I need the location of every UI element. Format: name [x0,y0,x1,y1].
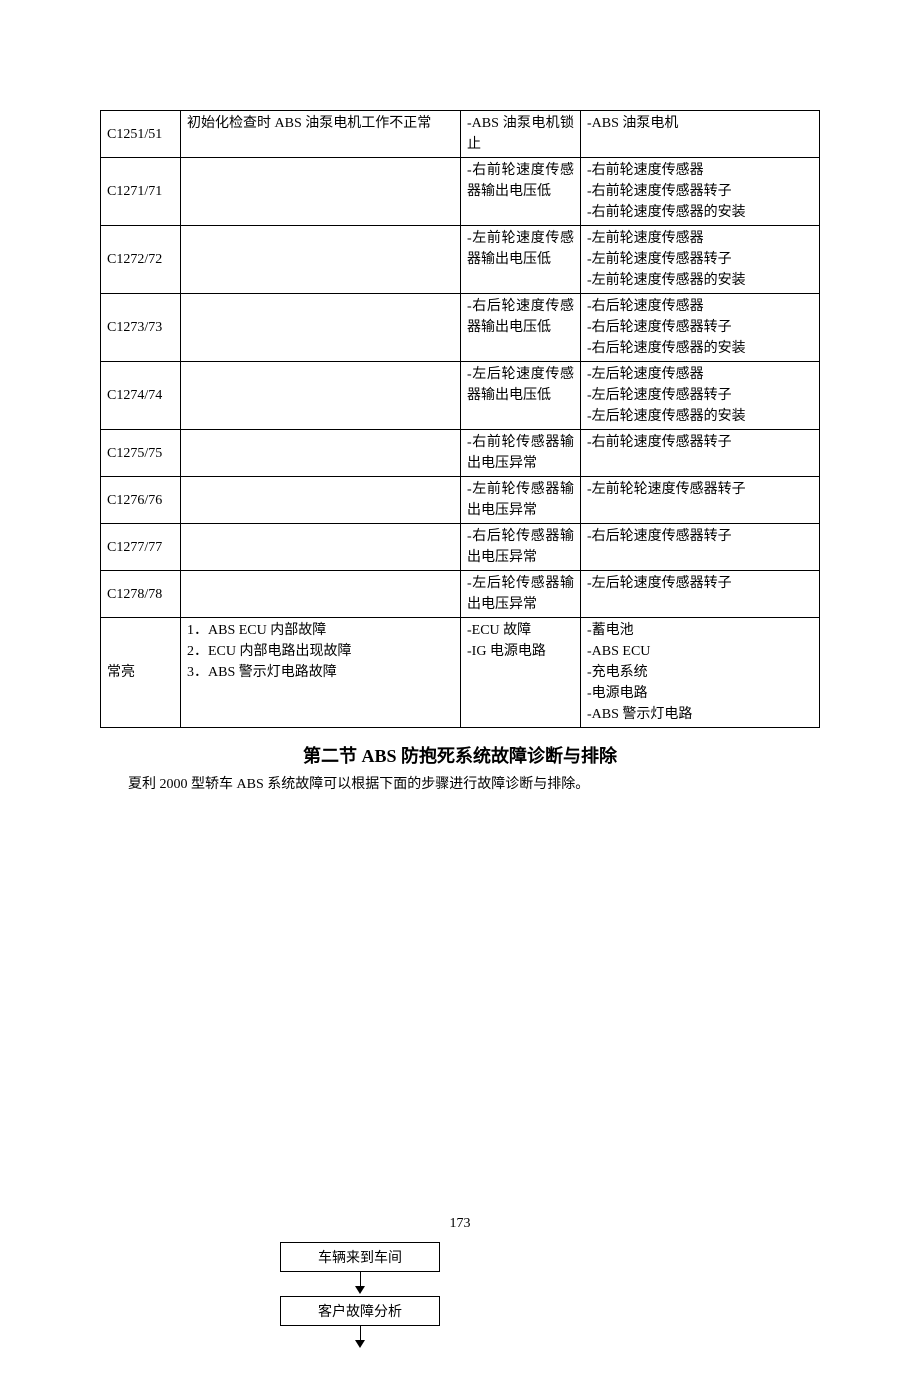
code-cell: C1251/51 [101,111,181,158]
parts-cell: -ABS 油泵电机 [581,111,820,158]
desc-cell [181,477,461,524]
code-cell: C1275/75 [101,430,181,477]
symptom-cell: -左后轮速度传感器输出电压低 [461,362,581,430]
code-cell: 常亮 [101,618,181,728]
table-row: C1274/74 -左后轮速度传感器输出电压低-左后轮速度传感器 -左后轮速度传感… [101,362,820,430]
symptom-cell: -左前轮传感器输出电压异常 [461,477,581,524]
flow-node-1: 车辆来到车间 [280,1242,440,1272]
symptom-cell: -右前轮速度传感器输出电压低 [461,158,581,226]
desc-cell: 1．ABS ECU 内部故障 2．ECU 内部电路出现故障 3．ABS 警示灯电… [181,618,461,728]
code-cell: C1278/78 [101,571,181,618]
parts-cell: -右前轮速度传感器转子 [581,430,820,477]
desc-cell [181,294,461,362]
flow-arrow-icon [280,1272,440,1296]
desc-cell: 初始化检查时 ABS 油泵电机工作不正常 [181,111,461,158]
symptom-cell: -ABS 油泵电机锁止 [461,111,581,158]
parts-cell: -左前轮速度传感器 -左前轮速度传感器转子 -左前轮速度传感器的安装 [581,226,820,294]
section-body-text: 夏利 2000 型轿车 ABS 系统故障可以根据下面的步骤进行故障诊断与排除。 [100,774,820,796]
parts-cell: -右后轮速度传感器转子 [581,524,820,571]
page-number: 173 [100,1216,820,1232]
table-row: 常亮1．ABS ECU 内部故障 2．ECU 内部电路出现故障 3．ABS 警示… [101,618,820,728]
code-cell: C1273/73 [101,294,181,362]
symptom-cell: -右前轮传感器输出电压异常 [461,430,581,477]
section-title: 第二节 ABS 防抱死系统故障诊断与排除 [100,742,820,768]
flowchart: 车辆来到车间 客户故障分析 [280,1242,440,1350]
symptom-cell: -右后轮传感器输出电压异常 [461,524,581,571]
code-cell: C1271/71 [101,158,181,226]
desc-cell [181,226,461,294]
table-row: C1278/78 -左后轮传感器输出电压异常-左后轮速度传感器转子 [101,571,820,618]
symptom-cell: -左后轮传感器输出电压异常 [461,571,581,618]
desc-cell [181,571,461,618]
table-row: C1275/75 -右前轮传感器输出电压异常-右前轮速度传感器转子 [101,430,820,477]
desc-cell [181,158,461,226]
desc-cell [181,362,461,430]
parts-cell: -蓄电池 -ABS ECU -充电系统 -电源电路 -ABS 警示灯电路 [581,618,820,728]
symptom-cell: -右后轮速度传感器输出电压低 [461,294,581,362]
parts-cell: -左前轮轮速度传感器转子 [581,477,820,524]
table-row: C1272/72 -左前轮速度传感器输出电压低-左前轮速度传感器 -左前轮速度传感… [101,226,820,294]
fault-code-table: C1251/51初始化检查时 ABS 油泵电机工作不正常-ABS 油泵电机锁止-… [100,110,820,728]
code-cell: C1277/77 [101,524,181,571]
document-page: C1251/51初始化检查时 ABS 油泵电机工作不正常-ABS 油泵电机锁止-… [0,0,920,1390]
parts-cell: -右后轮速度传感器 -右后轮速度传感器转子 -右后轮速度传感器的安装 [581,294,820,362]
table-row: C1251/51初始化检查时 ABS 油泵电机工作不正常-ABS 油泵电机锁止-… [101,111,820,158]
table-row: C1273/73 -右后轮速度传感器输出电压低-右后轮速度传感器 -右后轮速度传感… [101,294,820,362]
symptom-cell: -左前轮速度传感器输出电压低 [461,226,581,294]
table-row: C1277/77 -右后轮传感器输出电压异常-右后轮速度传感器转子 [101,524,820,571]
parts-cell: -右前轮速度传感器 -右前轮速度传感器转子 -右前轮速度传感器的安装 [581,158,820,226]
desc-cell [181,524,461,571]
symptom-cell: -ECU 故障 -IG 电源电路 [461,618,581,728]
parts-cell: -左后轮速度传感器转子 [581,571,820,618]
code-cell: C1274/74 [101,362,181,430]
parts-cell: -左后轮速度传感器 -左后轮速度传感器转子 -左后轮速度传感器的安装 [581,362,820,430]
desc-cell [181,430,461,477]
flow-arrow-icon [280,1326,440,1350]
table-row: C1271/71 -右前轮速度传感器输出电压低-右前轮速度传感器 -右前轮速度传感… [101,158,820,226]
table-row: C1276/76 -左前轮传感器输出电压异常-左前轮轮速度传感器转子 [101,477,820,524]
code-cell: C1272/72 [101,226,181,294]
flow-node-2: 客户故障分析 [280,1296,440,1326]
code-cell: C1276/76 [101,477,181,524]
